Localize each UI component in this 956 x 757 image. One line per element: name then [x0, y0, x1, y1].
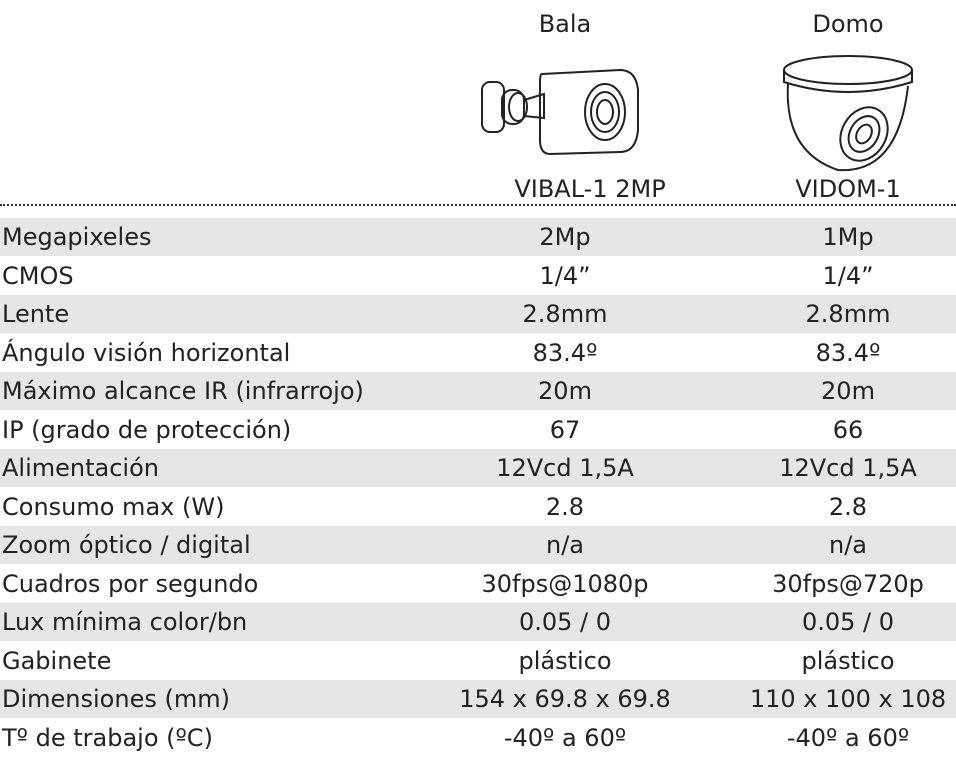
- spec-value: 12Vcd 1,5A: [496, 454, 634, 482]
- spec-value: plástico: [801, 646, 895, 675]
- spec-value: 67: [549, 415, 581, 444]
- spec-label: CMOS: [2, 261, 74, 290]
- spec-label: Zoom óptico / digital: [2, 531, 251, 559]
- spec-value: 154 x 69.8 x 69.8: [459, 685, 671, 713]
- column-title: Domo: [812, 10, 884, 38]
- separator: [0, 204, 956, 206]
- spec-row: CMOS 1/4” 1/4”: [0, 257, 956, 295]
- spec-value: 1/4”: [539, 261, 591, 290]
- spec-value: 20m: [821, 377, 875, 405]
- spec-value: 2.8: [545, 492, 585, 521]
- spec-value: 1Mp: [822, 223, 874, 251]
- spec-label: Megapixeles: [2, 223, 152, 251]
- spec-row: Lux mínima color/bn 0.05 / 0 0.05 / 0: [0, 603, 956, 641]
- dome-camera-icon: [783, 55, 913, 172]
- spec-value: -40º a 60º: [786, 723, 910, 752]
- spec-label: Alimentación: [2, 454, 159, 482]
- spec-row: Consumo max (W) 2.8 2.8: [0, 488, 956, 526]
- spec-value: 83.4º: [815, 338, 881, 367]
- spec-row: Alimentación 12Vcd 1,5A 12Vcd 1,5A: [0, 449, 956, 487]
- spec-value: 0.05 / 0: [801, 608, 895, 636]
- spec-label: Cuadros por segundo: [2, 569, 259, 598]
- spec-row: Máximo alcance IR (infrarrojo) 20m 20m: [0, 372, 956, 410]
- spec-row: Zoom óptico / digital n/a n/a: [0, 526, 956, 564]
- spec-label: Gabinete: [2, 646, 112, 675]
- spec-label: Tº de trabajo (ºC): [2, 723, 213, 752]
- spec-value: 110 x 100 x 108: [749, 685, 947, 713]
- spec-value: n/a: [545, 531, 584, 559]
- spec-label: IP (grado de protección): [2, 415, 292, 444]
- spec-value: 1/4”: [822, 261, 874, 290]
- spec-value: 83.4º: [532, 338, 598, 367]
- spec-row: Tº de trabajo (ºC) -40º a 60º -40º a 60º: [0, 719, 956, 757]
- spec-label: Máximo alcance IR (infrarrojo): [2, 377, 364, 405]
- column-title: Bala: [538, 10, 592, 38]
- spec-value: 12Vcd 1,5A: [779, 454, 917, 482]
- spec-value: 0.05 / 0: [518, 608, 612, 636]
- spec-row: Ángulo visión horizontal 83.4º 83.4º: [0, 334, 956, 372]
- spec-label: Ángulo visión horizontal: [2, 338, 291, 367]
- spec-label: Dimensiones (mm): [2, 685, 230, 713]
- spec-row: Megapixeles 2Mp 1Mp: [0, 218, 956, 256]
- bullet-camera-icon: [481, 68, 639, 156]
- model-name: VIBAL-1 2MP: [514, 175, 666, 203]
- spec-label: Lux mínima color/bn: [2, 608, 248, 636]
- spec-row: Lente 2.8mm 2.8mm: [0, 295, 956, 333]
- spec-value: 66: [832, 415, 864, 444]
- spec-label: Consumo max (W): [2, 492, 225, 521]
- spec-value: plástico: [518, 646, 612, 675]
- spec-row: Cuadros por segundo 30fps@1080p 30fps@720p: [0, 565, 956, 603]
- spec-value: 20m: [538, 377, 592, 405]
- model-name: VIDOM-1: [795, 175, 901, 203]
- spec-value: 2.8mm: [522, 300, 608, 328]
- spec-row: IP (grado de protección) 67 66: [0, 411, 956, 449]
- spec-row: Dimensiones (mm) 154 x 69.8 x 69.8 110 x 1…: [0, 680, 956, 718]
- spec-label: Lente: [2, 300, 70, 328]
- spec-value: 30fps@720p: [772, 569, 924, 598]
- spec-row: Gabinete plástico plástico: [0, 642, 956, 680]
- spec-value: 2.8mm: [805, 300, 891, 328]
- spec-value: 30fps@1080p: [481, 569, 649, 598]
- spec-value: n/a: [828, 531, 867, 559]
- spec-value: -40º a 60º: [503, 723, 627, 752]
- spec-value: 2.8: [828, 492, 868, 521]
- spec-value: 2Mp: [539, 223, 591, 251]
